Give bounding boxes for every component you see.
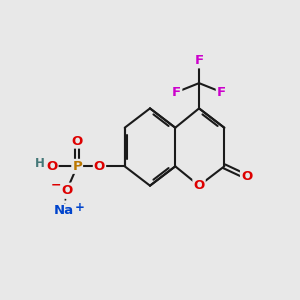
- Text: +: +: [74, 201, 84, 214]
- Text: Na: Na: [54, 204, 74, 218]
- Text: H: H: [34, 158, 44, 170]
- Text: O: O: [61, 184, 72, 196]
- Text: F: F: [194, 54, 204, 67]
- Text: P: P: [72, 160, 82, 173]
- Text: F: F: [217, 85, 226, 98]
- Text: O: O: [241, 170, 252, 183]
- Text: O: O: [72, 135, 83, 148]
- Text: O: O: [194, 179, 205, 192]
- Text: −: −: [50, 178, 61, 191]
- Text: F: F: [172, 85, 181, 98]
- Text: O: O: [94, 160, 105, 173]
- Text: O: O: [46, 160, 58, 173]
